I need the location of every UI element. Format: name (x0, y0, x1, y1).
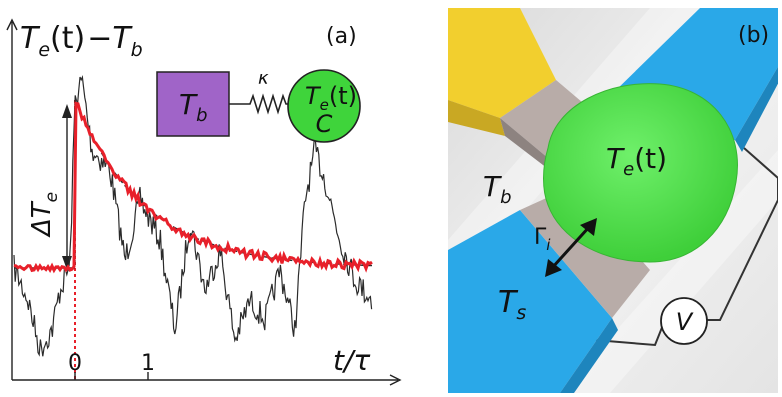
probe-label: Ts (498, 285, 526, 324)
electron-circle (287, 69, 361, 143)
voltmeter (660, 297, 708, 345)
bath-label: Tb (483, 170, 512, 208)
bottom-left-lead-edge (560, 318, 618, 393)
x-tick-label-0: 0 (68, 351, 82, 376)
panel-a: Te(t)−Tb (a) 0 1 t/τ ΔTe Tb (6, 18, 402, 386)
yellow-lead-edge (448, 100, 505, 136)
noisy-trace (13, 75, 373, 357)
thermal-model: Tb κ Te(t) C (156, 68, 361, 143)
voltmeter-label: V (676, 308, 694, 336)
bath-box (156, 71, 230, 137)
voltmeter-wire (705, 147, 778, 321)
electron-circle-label: Te(t) (305, 82, 357, 114)
island (543, 83, 738, 263)
top-right-lead-edge (735, 66, 778, 152)
x-axis-arrow (389, 374, 402, 386)
bottom-left-lead (448, 210, 612, 393)
axes (6, 18, 402, 386)
junction-bottom (520, 185, 650, 318)
tunneling-arrow (545, 218, 597, 277)
x-tick-label-1: 1 (141, 351, 155, 376)
coupling-label: κ (258, 68, 269, 89)
averaged-trace (13, 101, 373, 274)
bath-box-label: Tb (179, 88, 208, 126)
y-axis-arrow (6, 18, 18, 31)
y-axis-label: Te(t)−Tb (20, 21, 143, 61)
yellow-lead (448, 8, 556, 118)
delta-te-label: ΔTe (27, 192, 62, 238)
panel-label-a: (a) (326, 24, 357, 49)
island-label: Te(t) (606, 142, 667, 180)
x-axis-label: t/τ (333, 344, 370, 377)
rate-label: Γi (534, 225, 551, 254)
panel-label-b: (b) (738, 23, 769, 48)
coupling-spring (229, 93, 292, 115)
capacity-label: C (316, 110, 333, 138)
panel-b: Te(t) Tb Γi Ts V (b) (448, 8, 778, 393)
